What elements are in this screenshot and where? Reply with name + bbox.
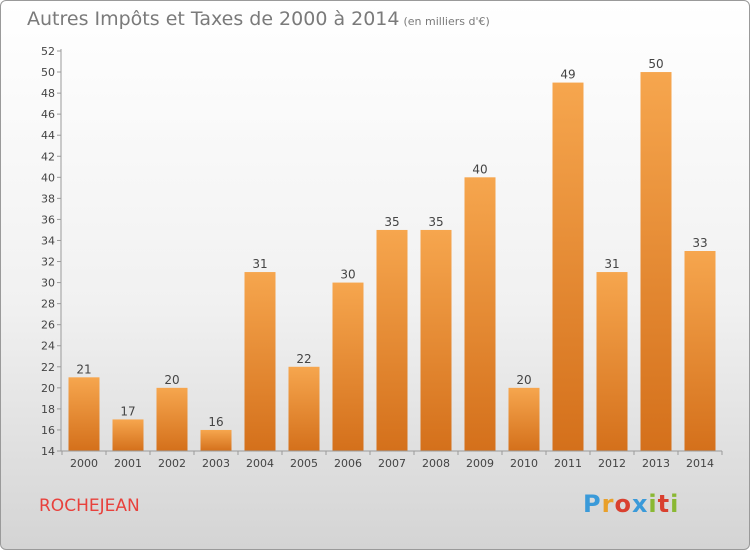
bar: [376, 229, 408, 451]
x-tick-label: 2004: [246, 457, 274, 470]
bar-value-label: 22: [296, 352, 311, 366]
bar: [640, 72, 672, 451]
y-tick-label: 28: [41, 298, 55, 311]
y-tick-label: 46: [41, 108, 55, 121]
bar: [200, 429, 232, 451]
y-tick-label: 32: [41, 256, 55, 269]
x-tick-label: 2007: [378, 457, 406, 470]
chart-subtitle: (en milliers d'€): [403, 15, 490, 28]
x-tick-label: 2013: [642, 457, 670, 470]
y-tick-label: 34: [41, 234, 55, 247]
x-tick-label: 2005: [290, 457, 318, 470]
bar: [420, 229, 452, 451]
y-tick-label: 50: [41, 66, 55, 79]
bar-chart: 21 17 20 16 31 22 30 35 35 40 20 49 31 50 33 2000 2001 2…: [41, 45, 723, 470]
bar-value-label: 35: [428, 215, 443, 229]
bar: [112, 419, 144, 451]
bar: [684, 251, 716, 451]
x-tick-label: 2008: [422, 457, 450, 470]
x-tick-label: 2001: [114, 457, 142, 470]
x-tick-label: 2002: [158, 457, 186, 470]
x-tick-label: 2003: [202, 457, 230, 470]
x-tick-label: 2011: [554, 457, 582, 470]
y-tick-label: 44: [41, 129, 55, 142]
bar-value-label: 21: [76, 362, 91, 376]
y-tick-label: 48: [41, 87, 55, 100]
x-tick-label: 2009: [466, 457, 494, 470]
bar: [244, 272, 276, 451]
chart-title: Autres Impôts et Taxes de 2000 à 2014 (en…: [27, 8, 490, 30]
bar: [68, 377, 100, 451]
y-tick-label: 52: [41, 45, 55, 58]
x-tick-label: 2000: [70, 457, 98, 470]
bar-value-label: 49: [560, 68, 575, 82]
bar-value-label: 20: [516, 373, 531, 387]
bar-value-label: 31: [604, 257, 619, 271]
x-tick-label: 2014: [686, 457, 714, 470]
y-tick-label: 20: [41, 382, 55, 395]
y-tick-label: 16: [41, 424, 55, 437]
bar-value-label: 16: [208, 415, 223, 429]
bar: [508, 387, 540, 451]
y-tick-label: 30: [41, 277, 55, 290]
x-tick-label: 2010: [510, 457, 538, 470]
bar: [552, 82, 584, 451]
bar: [288, 366, 320, 451]
bar-value-label: 31: [252, 257, 267, 271]
title-text: Autres Impôts et Taxes de 2000 à 2014: [27, 8, 400, 30]
y-tick-label: 26: [41, 319, 55, 332]
y-tick-label: 38: [41, 192, 55, 205]
bar-value-label: 20: [164, 373, 179, 387]
bar-value-label: 35: [384, 215, 399, 229]
y-tick-label: 42: [41, 150, 55, 163]
y-tick-label: 40: [41, 171, 55, 184]
y-tick-label: 24: [41, 340, 55, 353]
y-tick-label: 22: [41, 361, 55, 374]
bar: [596, 272, 628, 451]
bar-value-label: 30: [340, 268, 355, 282]
bar-value-label: 40: [472, 162, 487, 176]
x-tick-label: 2012: [598, 457, 626, 470]
y-tick-label: 14: [41, 445, 55, 458]
bar: [332, 282, 364, 451]
town-name: ROCHEJEAN: [39, 496, 140, 516]
y-tick-label: 18: [41, 403, 55, 416]
bar: [156, 387, 188, 451]
y-tick-label: 36: [41, 213, 55, 226]
bar-value-label: 50: [648, 57, 663, 71]
bar: [464, 177, 496, 451]
bar-value-label: 17: [120, 404, 135, 418]
x-tick-label: 2006: [334, 457, 362, 470]
proxiti-logo: Proxiti: [583, 490, 680, 518]
bar-value-label: 33: [692, 236, 707, 250]
